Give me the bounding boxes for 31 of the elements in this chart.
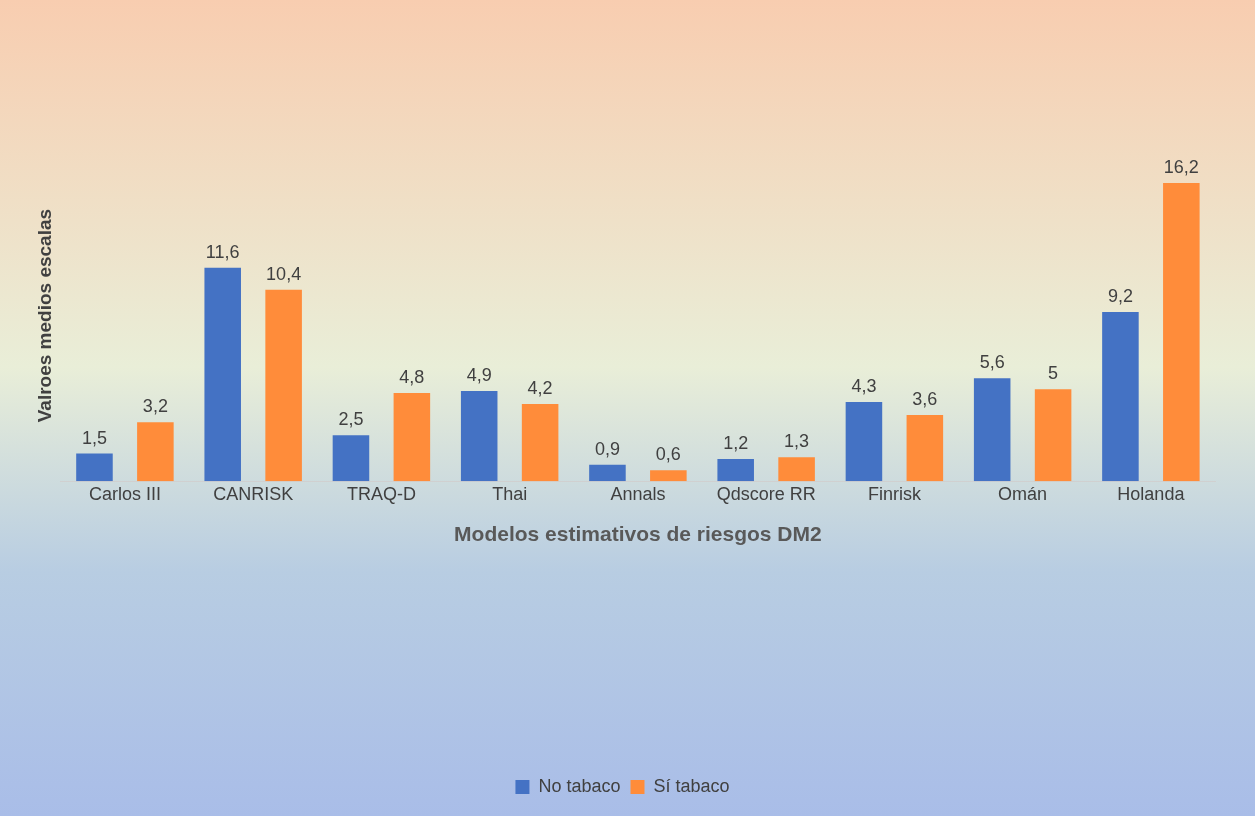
x-tick-label: Thai: [492, 483, 528, 504]
x-tick-label: Qdscore RR: [716, 483, 816, 504]
data-label: 1,2: [723, 433, 749, 454]
data-label: 0,6: [655, 444, 681, 465]
data-label: 3,2: [142, 396, 168, 417]
y-axis-title: Valroes medios escalas: [33, 208, 55, 423]
data-label: 9,2: [1107, 285, 1133, 306]
x-axis-title: Modelos estimativos de riesgos DM2: [454, 522, 822, 546]
x-tick-label: TRAQ-D: [346, 483, 416, 504]
x-tick-label: Holanda: [1117, 483, 1186, 504]
data-label: 16,2: [1163, 157, 1199, 178]
x-tick-label: Omán: [998, 483, 1048, 504]
data-label: 3,6: [912, 388, 938, 409]
data-label: 4,3: [851, 376, 877, 397]
data-label: 1,3: [784, 431, 810, 452]
x-tick-label: Carlos III: [88, 483, 161, 504]
x-tick-label: CANRISK: [213, 483, 294, 504]
data-label: 4,9: [466, 365, 492, 386]
x-tick-label: Annals: [610, 483, 666, 504]
data-label: 4,8: [399, 366, 425, 387]
data-label: 10,4: [266, 263, 302, 284]
legend-label: No tabaco: [538, 775, 621, 796]
data-label: 4,2: [527, 377, 553, 398]
data-label: 1,5: [81, 427, 107, 448]
data-label: 0,9: [594, 438, 620, 459]
data-label: 5: [1048, 363, 1059, 384]
x-tick-label: Finrisk: [867, 483, 922, 504]
data-label: 5,6: [979, 352, 1005, 373]
legend-label: Sí tabaco: [653, 775, 730, 796]
data-label: 11,6: [205, 241, 240, 262]
data-label: 2,5: [338, 409, 364, 430]
